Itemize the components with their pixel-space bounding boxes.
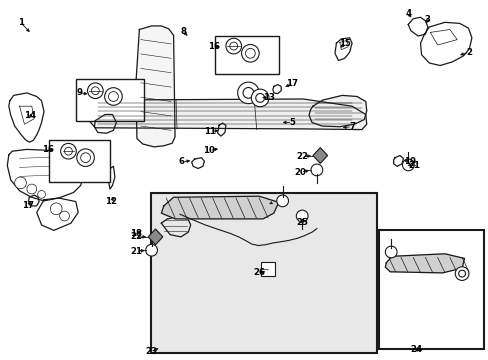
Bar xyxy=(261,262,274,276)
Text: 1: 1 xyxy=(18,18,23,27)
Circle shape xyxy=(81,153,90,163)
Circle shape xyxy=(15,177,26,189)
Text: 15: 15 xyxy=(338,40,350,49)
Polygon shape xyxy=(136,26,175,147)
Text: 5: 5 xyxy=(289,118,295,127)
Text: 10: 10 xyxy=(203,146,215,155)
Circle shape xyxy=(296,210,307,222)
Circle shape xyxy=(87,83,103,99)
Circle shape xyxy=(108,91,118,102)
Text: 8: 8 xyxy=(180,27,186,36)
Circle shape xyxy=(229,42,237,50)
Text: 23: 23 xyxy=(145,346,157,356)
Circle shape xyxy=(61,143,76,159)
Circle shape xyxy=(385,246,396,258)
Circle shape xyxy=(255,94,264,102)
Text: 4: 4 xyxy=(405,9,410,18)
Polygon shape xyxy=(312,148,327,163)
Circle shape xyxy=(60,211,69,221)
Polygon shape xyxy=(308,95,366,127)
Polygon shape xyxy=(148,229,163,245)
Text: 13: 13 xyxy=(263,93,274,102)
Text: 9: 9 xyxy=(77,88,82,97)
Circle shape xyxy=(243,87,253,98)
Text: 2: 2 xyxy=(466,48,471,57)
Circle shape xyxy=(38,190,45,198)
Bar xyxy=(150,193,376,353)
Circle shape xyxy=(276,195,288,207)
Text: 11: 11 xyxy=(204,127,216,136)
Text: 21: 21 xyxy=(130,247,142,256)
Circle shape xyxy=(91,87,99,95)
Bar xyxy=(76,79,144,121)
Text: 14: 14 xyxy=(24,111,36,120)
Circle shape xyxy=(454,267,468,280)
Text: 3: 3 xyxy=(424,15,430,24)
Circle shape xyxy=(27,184,37,194)
Circle shape xyxy=(402,159,413,171)
Text: 24: 24 xyxy=(410,346,422,354)
Text: 17: 17 xyxy=(22,201,34,210)
Text: 21: 21 xyxy=(408,161,420,170)
Circle shape xyxy=(251,89,268,107)
Text: 18: 18 xyxy=(130,229,142,238)
Text: 16: 16 xyxy=(42,145,54,154)
Text: 19: 19 xyxy=(403,157,415,166)
Circle shape xyxy=(245,48,255,58)
Circle shape xyxy=(237,82,259,104)
Bar xyxy=(215,36,278,74)
Text: 20: 20 xyxy=(294,167,306,176)
Text: 17: 17 xyxy=(286,79,298,88)
Bar xyxy=(378,230,483,349)
Text: 12: 12 xyxy=(105,197,117,206)
Text: 6: 6 xyxy=(179,158,184,166)
Text: 22: 22 xyxy=(296,152,307,161)
Circle shape xyxy=(458,270,465,277)
Text: 25: 25 xyxy=(296,218,307,227)
Circle shape xyxy=(64,147,72,155)
Text: 16: 16 xyxy=(208,41,220,50)
Circle shape xyxy=(50,203,62,215)
Circle shape xyxy=(145,244,157,256)
Circle shape xyxy=(104,88,122,105)
Text: 26: 26 xyxy=(253,269,264,277)
Polygon shape xyxy=(88,99,366,130)
Polygon shape xyxy=(161,196,278,219)
Circle shape xyxy=(310,164,322,176)
Text: 7: 7 xyxy=(348,122,354,131)
Circle shape xyxy=(241,45,259,62)
Polygon shape xyxy=(385,254,464,273)
Circle shape xyxy=(225,38,241,54)
Circle shape xyxy=(77,149,94,166)
Bar xyxy=(49,140,110,182)
Text: 22: 22 xyxy=(130,233,142,242)
